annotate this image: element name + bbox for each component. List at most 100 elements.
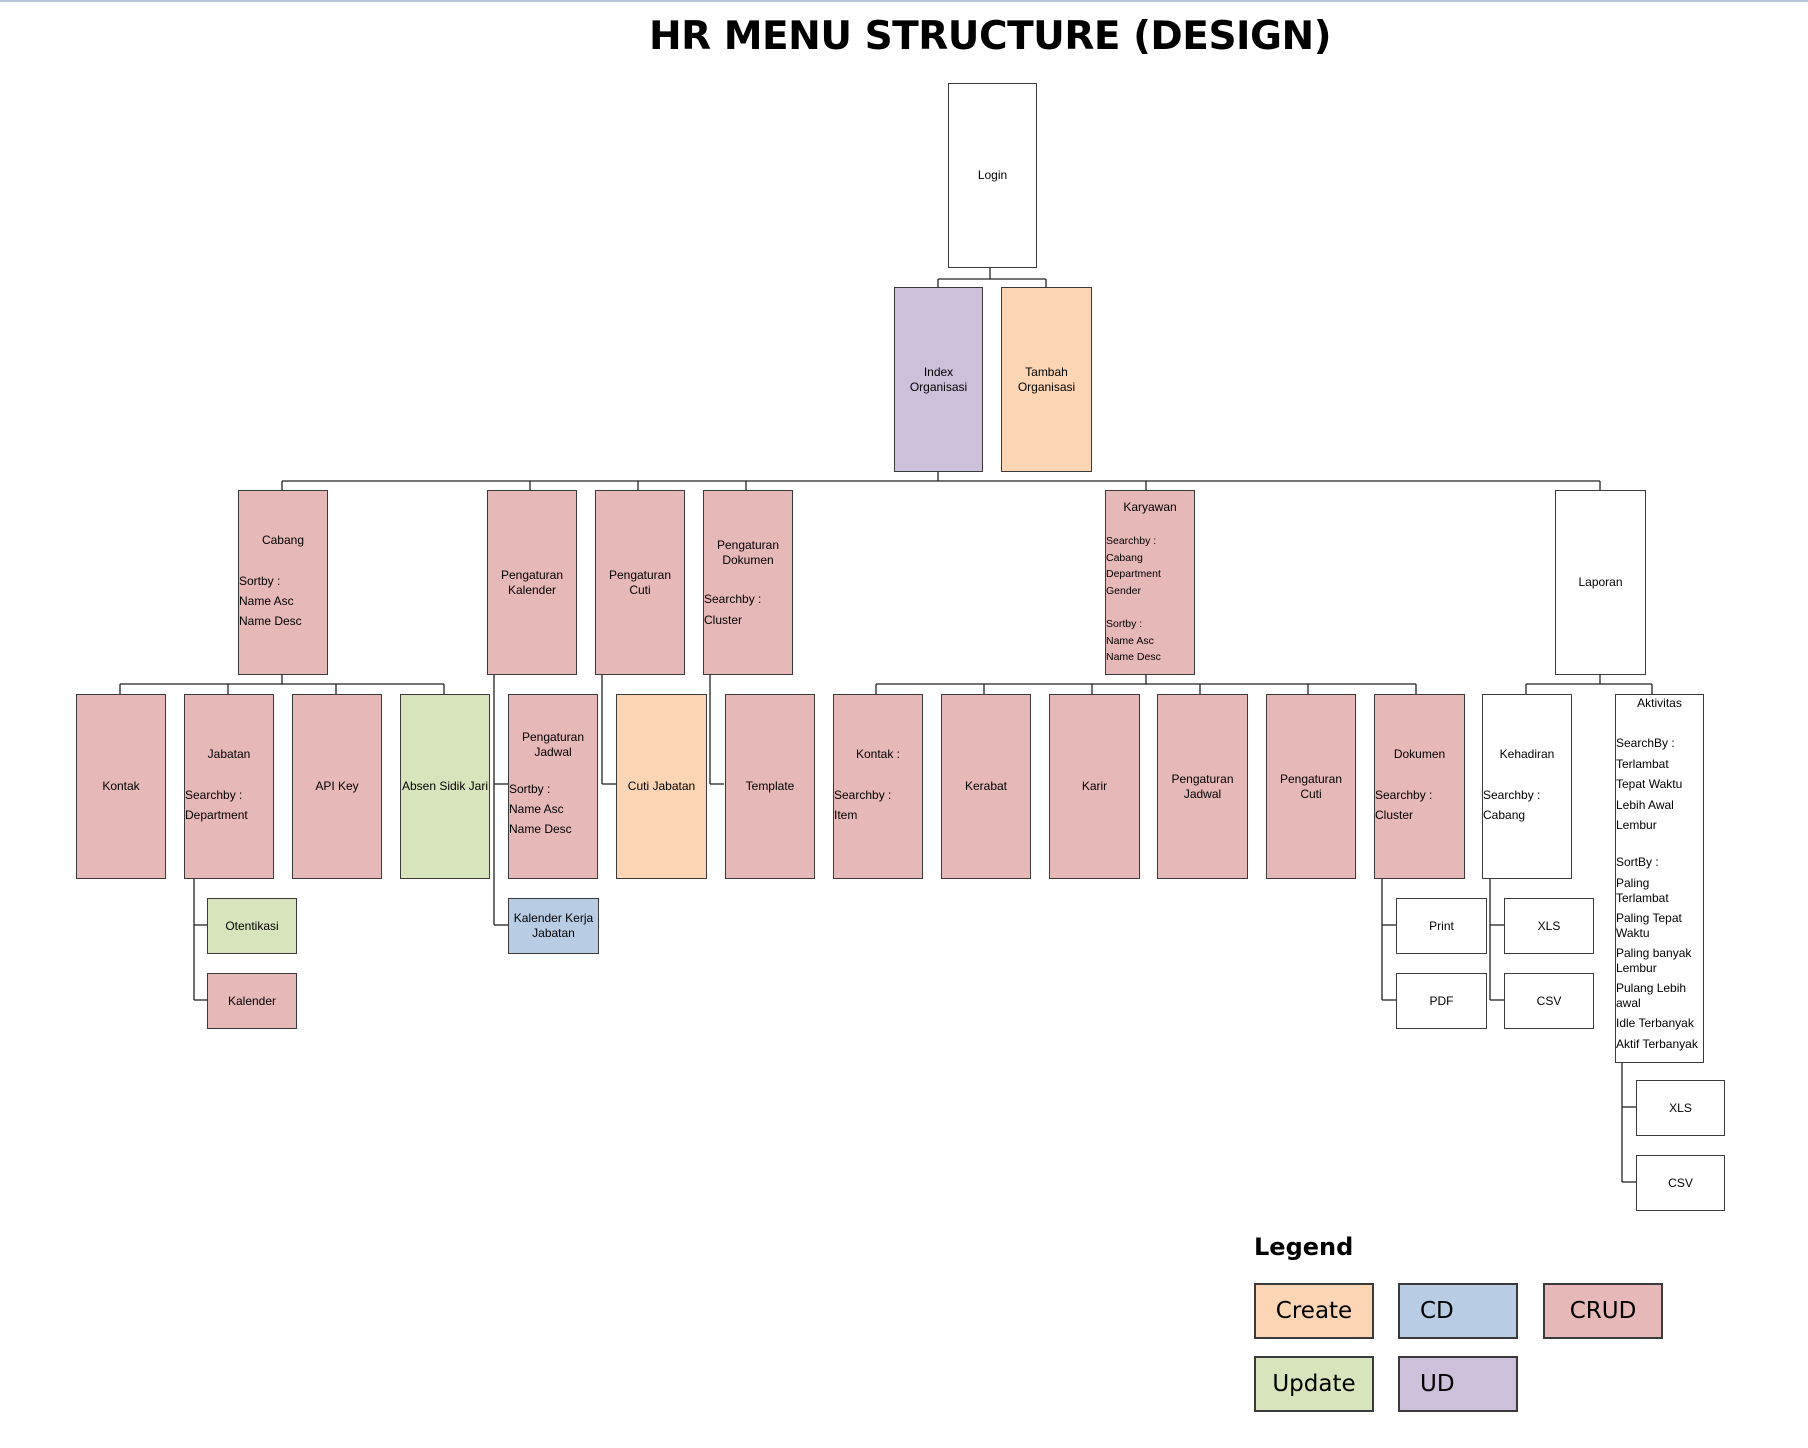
- node-aktivitas-search-2: Tepat Waktu: [1616, 777, 1683, 791]
- node-laporan: Laporan: [1555, 490, 1646, 675]
- node-aktivitas-csv: CSV: [1636, 1155, 1725, 1211]
- node-jabatan-label: Jabatan: [207, 747, 251, 761]
- node-tambah-organisasi-label-2: Organisasi: [1017, 379, 1076, 394]
- node-dokumen-search-label: Searchby :: [1375, 788, 1433, 802]
- node-aktivitas-csv-label: CSV: [1668, 1175, 1693, 1190]
- node-aktivitas-label: Aktivitas: [1637, 696, 1682, 710]
- node-absen-sidik-jari-label: Absen Sidik Jari: [401, 779, 489, 793]
- legend-cd-label: CD: [1420, 1298, 1454, 1324]
- node-kalender-label: Kalender: [227, 993, 277, 1008]
- node-api-key-label: API Key: [315, 779, 359, 793]
- node-karyawan-search-label: Searchby :: [1106, 535, 1157, 547]
- node-pengaturan-jadwal-kalender-label-2: Jadwal: [534, 745, 572, 759]
- legend-crud-label: CRUD: [1569, 1298, 1637, 1324]
- node-kontak-karyawan-label: Kontak :: [855, 747, 901, 761]
- node-pengaturan-jadwal-kalender-sort-2: Name Desc: [509, 822, 572, 836]
- node-pengaturan-dokumen-search-1: Cluster: [704, 613, 743, 627]
- node-pengaturan-jadwal-karyawan-label-2: Jadwal: [1183, 786, 1222, 801]
- node-karyawan-label: Karyawan: [1123, 500, 1177, 514]
- node-kehadiran-csv-label: CSV: [1536, 993, 1562, 1008]
- node-kehadiran-xls-label: XLS: [1537, 918, 1561, 933]
- node-absen-sidik-jari: Absen Sidik Jari: [400, 694, 490, 879]
- node-pengaturan-dokumen-label-1: Pengaturan: [716, 538, 780, 552]
- node-aktivitas-sort-5: Idle Terbanyak: [1616, 1015, 1694, 1030]
- node-jabatan-search-label: Searchby :: [185, 788, 243, 802]
- node-pengaturan-dokumen-search-label: Searchby :: [704, 592, 762, 606]
- node-kalender-kerja-jabatan: Kalender Kerja Jabatan: [508, 898, 599, 954]
- node-aktivitas-xls-label: XLS: [1669, 1100, 1692, 1115]
- node-cabang-sort-2: Name Desc: [239, 614, 302, 628]
- node-kontak-karyawan-search-1: Item: [834, 808, 858, 822]
- node-index-organisasi-label-2: Organisasi: [909, 379, 968, 394]
- node-kerabat-label: Kerabat: [964, 779, 1008, 793]
- top-border-line: [0, 0, 1808, 2]
- node-kalender: Kalender: [207, 973, 297, 1029]
- diagram-title: HR MENU STRUCTURE (DESIGN): [648, 14, 1332, 59]
- node-kehadiran-label: Kehadiran: [1499, 747, 1555, 761]
- node-aktivitas: Aktivitas SearchBy : Terlambat Tepat Wak…: [1615, 694, 1704, 1063]
- node-pengaturan-jadwal-karyawan-label-1: Pengaturan: [1171, 771, 1234, 786]
- node-kalender-kerja-jabatan-label-2: Jabatan: [532, 926, 575, 940]
- node-aktivitas-search-3: Lebih Awal: [1616, 797, 1674, 812]
- node-pengaturan-cuti-karyawan-label-1: Pengaturan: [1279, 771, 1343, 786]
- node-pengaturan-cuti-karyawan-label-2: Cuti: [1300, 786, 1322, 801]
- node-aktivitas-sort-label: SortBy :: [1616, 854, 1659, 869]
- node-pengaturan-kalender-label-1: Pengaturan: [500, 567, 564, 582]
- node-karyawan: Karyawan Searchby : Cabang Department Ge…: [1105, 490, 1195, 675]
- node-api-key: API Key: [292, 694, 382, 879]
- legend-ud: UD: [1398, 1356, 1518, 1412]
- node-karir: Karir: [1049, 694, 1140, 879]
- node-pengaturan-jadwal-kalender: Pengaturan Jadwal Sortby : Name Asc Name…: [508, 694, 598, 879]
- legend-create: Create: [1254, 1283, 1374, 1339]
- node-karyawan-sort-2: Name Desc: [1106, 651, 1161, 663]
- node-dokumen-label: Dokumen: [1393, 747, 1446, 761]
- node-pengaturan-cuti-label-1: Pengaturan: [608, 567, 672, 582]
- legend-ud-label: UD: [1420, 1371, 1455, 1397]
- node-kehadiran-csv: CSV: [1504, 973, 1594, 1029]
- node-pengaturan-jadwal-kalender-sort-label: Sortby :: [509, 782, 551, 796]
- node-karyawan-sort-1: Name Asc: [1106, 634, 1154, 647]
- legend-cd: CD: [1398, 1283, 1518, 1339]
- node-otentikasi: Otentikasi: [207, 898, 297, 954]
- node-kehadiran: Kehadiran Searchby : Cabang: [1482, 694, 1572, 879]
- node-aktivitas-sort-2b: Waktu: [1616, 925, 1650, 940]
- node-aktivitas-sort-3b: Lembur: [1616, 960, 1657, 975]
- node-tambah-organisasi: Tambah Organisasi: [1001, 287, 1092, 472]
- node-kontak-karyawan: Kontak : Searchby : Item: [833, 694, 923, 879]
- node-index-organisasi-label-1: Index: [923, 364, 954, 379]
- node-jabatan-search-1: Department: [185, 808, 248, 822]
- node-cabang-sort-1: Name Asc: [239, 594, 294, 608]
- node-login: Login: [948, 83, 1037, 268]
- node-pdf-label: PDF: [1429, 993, 1454, 1008]
- node-kalender-kerja-jabatan-label-1: Kalender Kerja: [513, 911, 594, 925]
- legend-update: Update: [1254, 1356, 1374, 1412]
- node-pdf: PDF: [1396, 973, 1487, 1029]
- legend-create-label: Create: [1275, 1298, 1353, 1324]
- node-cabang: Cabang Sortby : Name Asc Name Desc: [238, 490, 328, 675]
- node-cuti-jabatan-label: Cuti Jabatan: [627, 779, 696, 793]
- node-karyawan-search-1: Cabang: [1106, 551, 1143, 564]
- node-jabatan: Jabatan Searchby : Department: [184, 694, 274, 879]
- node-aktivitas-sort-2a: Paling Tepat: [1616, 910, 1682, 925]
- node-aktivitas-sort-6: Aktif Terbanyak: [1616, 1036, 1698, 1051]
- legend-update-label: Update: [1272, 1371, 1356, 1397]
- node-dokumen-search-1: Cluster: [1375, 808, 1414, 822]
- node-aktivitas-sort-4a: Pulang Lebih: [1616, 980, 1687, 995]
- node-karir-label: Karir: [1081, 779, 1108, 793]
- node-index-organisasi: Index Organisasi: [894, 287, 983, 472]
- legend-crud: CRUD: [1543, 1283, 1663, 1339]
- node-pengaturan-jadwal-karyawan: Pengaturan Jadwal: [1157, 694, 1248, 879]
- node-template-label: Template: [745, 779, 795, 793]
- node-aktivitas-search-label: SearchBy :: [1616, 736, 1675, 750]
- node-tambah-organisasi-label-1: Tambah: [1025, 364, 1068, 379]
- node-pengaturan-cuti-karyawan: Pengaturan Cuti: [1266, 694, 1356, 879]
- node-kehadiran-search-label: Searchby :: [1483, 788, 1541, 802]
- node-aktivitas-sort-4b: awal: [1616, 995, 1641, 1010]
- node-pengaturan-cuti: Pengaturan Cuti: [595, 490, 685, 675]
- node-dokumen: Dokumen Searchby : Cluster: [1374, 694, 1465, 879]
- legend-title: Legend: [1254, 1233, 1354, 1261]
- node-aktivitas-search-4: Lembur: [1616, 818, 1657, 832]
- node-karyawan-search-3: Gender: [1106, 584, 1142, 597]
- node-kontak-cabang-label: Kontak: [102, 779, 140, 793]
